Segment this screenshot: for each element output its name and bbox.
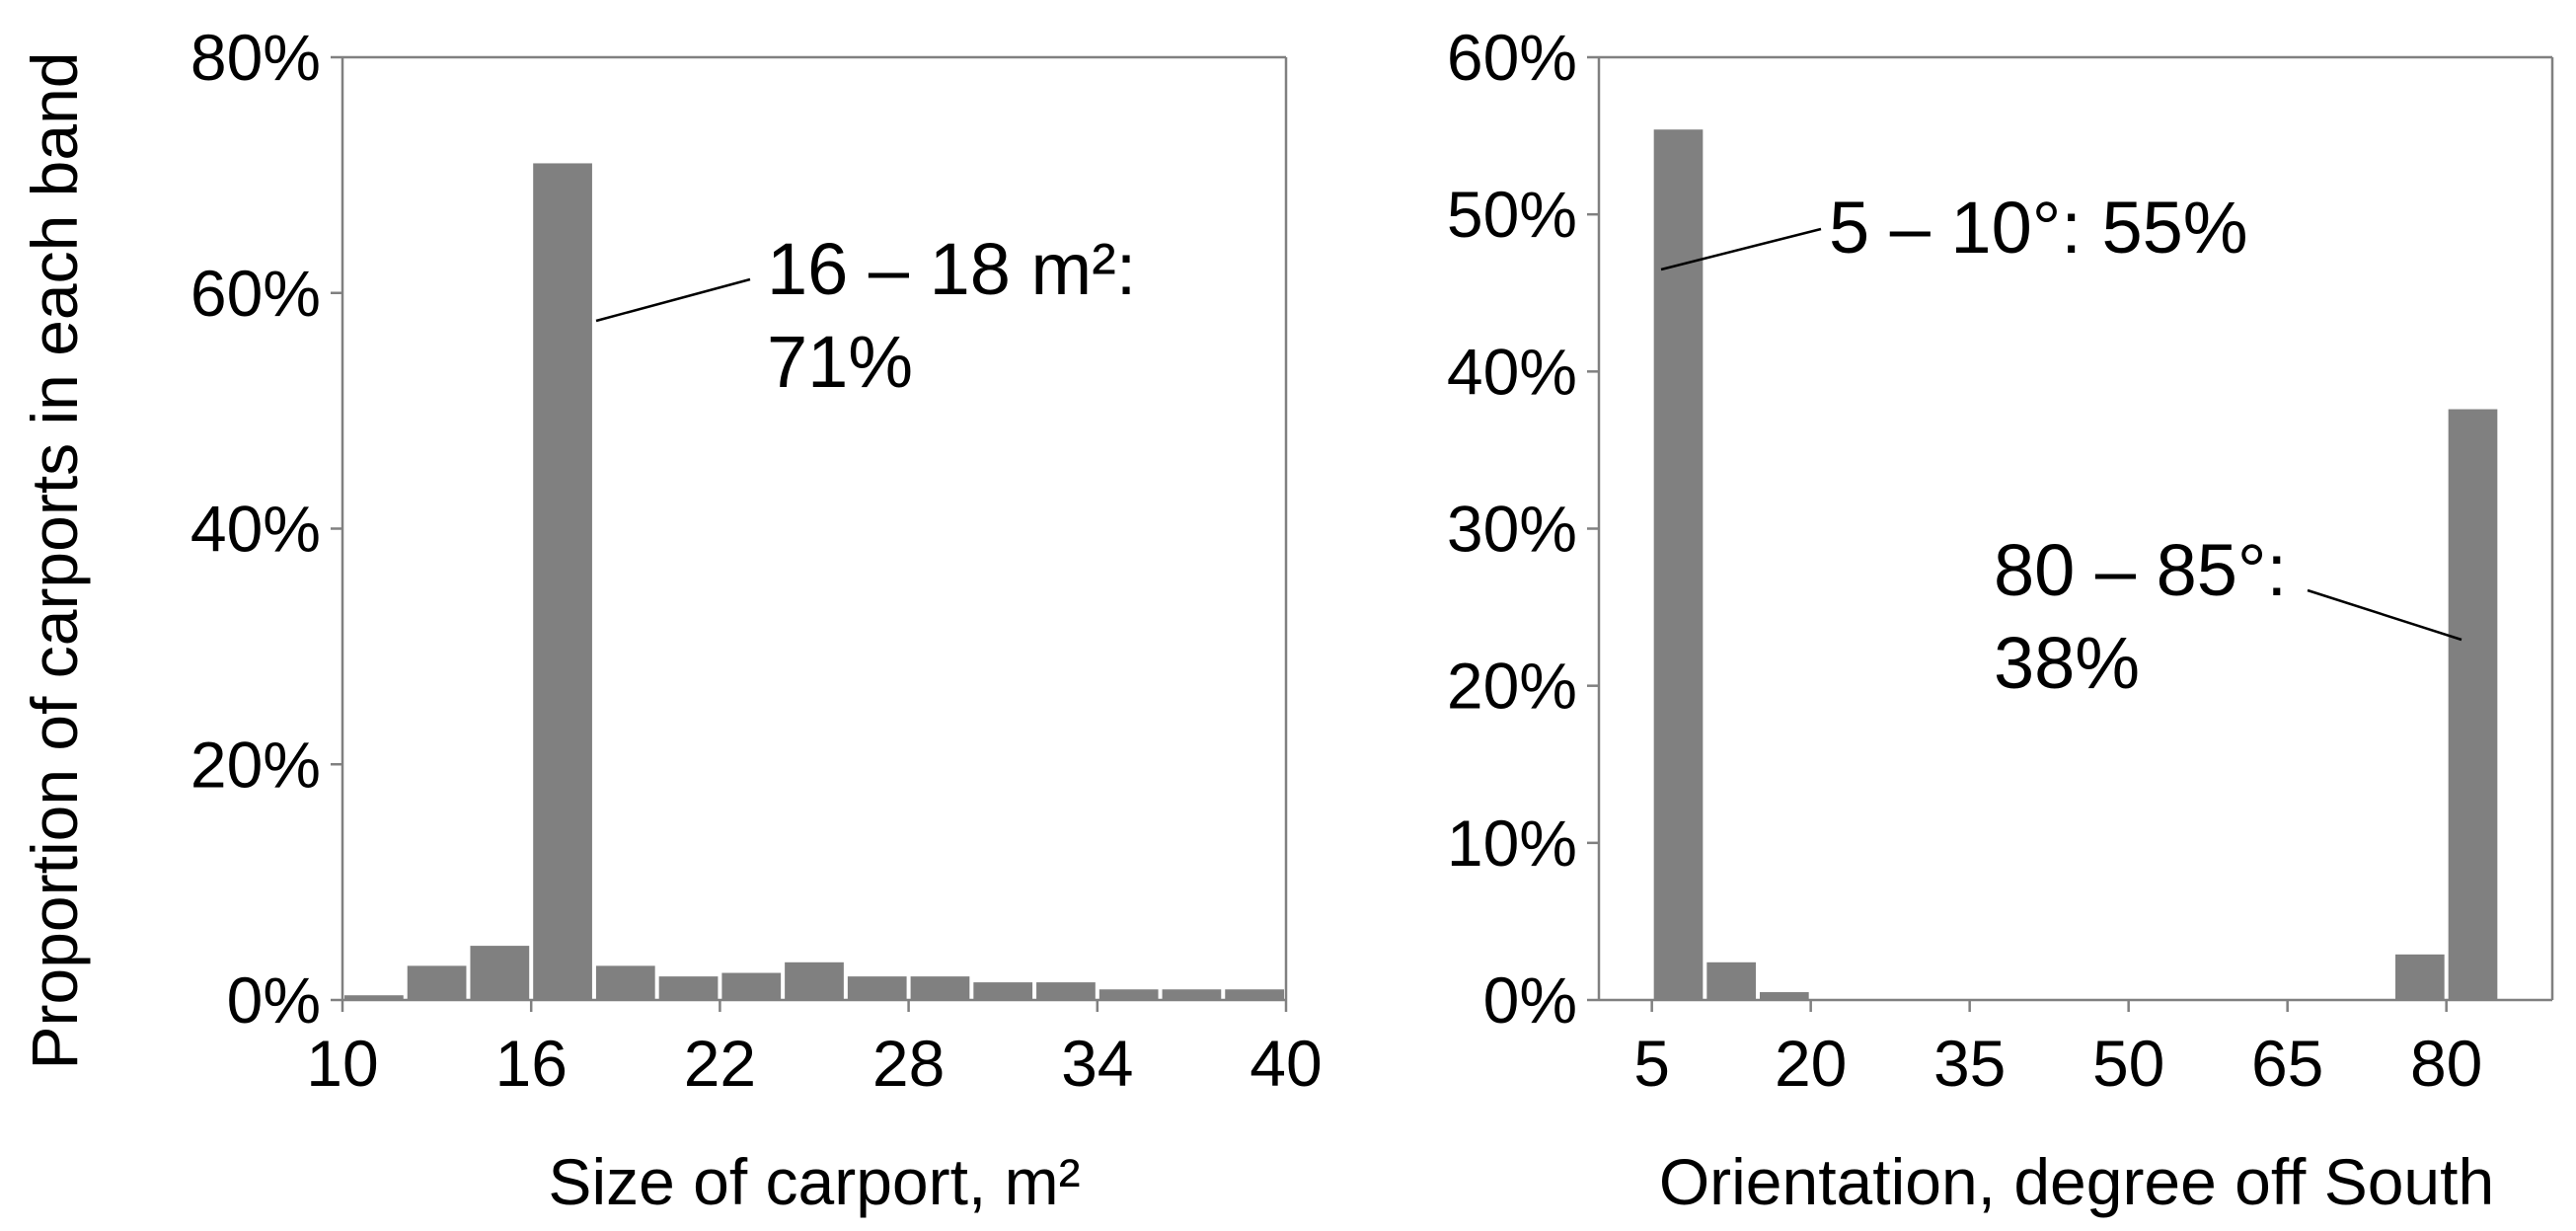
x-tick-label: 50: [2092, 1027, 2164, 1100]
y-tick-label: 40%: [1447, 335, 1577, 408]
y-tick-label: 80%: [190, 21, 321, 94]
x-tick-label: 28: [872, 1027, 945, 1100]
annotation-line-1: 16 – 18 m²:: [767, 228, 1136, 310]
bar: [1162, 989, 1222, 1000]
y-axis-title: Proportion of carports in each band: [18, 52, 91, 1070]
annotation-line-1: 5 – 10°: 55%: [1829, 187, 2248, 269]
bar: [344, 995, 404, 1000]
y-tick-label: 60%: [190, 257, 321, 330]
annotation-leader-line: [595, 277, 751, 323]
plot-area: 0% 10% 20% 30% 40% 50% 60% 5 20 35 50 65 80: [1447, 21, 2554, 1100]
x-tick-label: 5: [1633, 1027, 1670, 1100]
annotation-leader-line: [1660, 227, 1822, 271]
annotation-5-10: 5 – 10°: 55%: [1660, 187, 2248, 271]
bar: [1706, 962, 1756, 1000]
bar: [533, 163, 592, 1000]
y-tick-label: 30%: [1447, 493, 1577, 566]
x-tick-label: 34: [1061, 1027, 1133, 1100]
x-tick-label: 10: [306, 1027, 378, 1100]
x-tick-label: 65: [2251, 1027, 2323, 1100]
x-axis-title: Orientation, degree off South: [1659, 1145, 2494, 1218]
y-tick-label: 0%: [227, 963, 321, 1037]
bar: [721, 972, 782, 1000]
y-tick-label: 20%: [190, 728, 321, 801]
bar: [2395, 954, 2445, 1000]
bar: [785, 962, 844, 1000]
bar: [1225, 989, 1284, 1000]
x-tick-label: 35: [1933, 1027, 2006, 1100]
annotation-line-2: 38%: [1994, 622, 2140, 704]
bar: [658, 976, 719, 1000]
x-axis-title: Size of carport, m²: [548, 1145, 1080, 1218]
annotation-16-18: 16 – 18 m²: 71%: [595, 228, 1136, 403]
annotation-line-2: 71%: [767, 321, 913, 403]
annotation-80-85: 80 – 85°: 38%: [1994, 529, 2462, 704]
y-tick-label: 50%: [1447, 178, 1577, 251]
annotation-line-1: 80 – 85°:: [1994, 529, 2287, 611]
bar: [1099, 989, 1159, 1000]
bar: [1760, 992, 1809, 1000]
bar: [470, 946, 530, 1000]
x-tick-label: 40: [1250, 1027, 1322, 1100]
bar: [973, 982, 1033, 1000]
bar: [910, 976, 970, 1000]
x-tick-label: 16: [494, 1027, 567, 1100]
x-tick-label: 22: [684, 1027, 756, 1100]
y-tick-label: 0%: [1483, 963, 1577, 1037]
y-tick-label: 40%: [190, 493, 321, 566]
y-tick-label: 60%: [1447, 21, 1577, 94]
bar: [1036, 982, 1096, 1000]
bar: [407, 965, 467, 1000]
bar: [595, 965, 655, 1000]
size-histogram: 0% 20% 40% 60% 80% 10 16 22 28 34 40 Proportion of…: [18, 21, 1323, 1218]
annotation-leader-line: [2307, 588, 2462, 642]
orientation-histogram: 0% 10% 20% 30% 40% 50% 60% 5 20 35 50 65 80 Orientat…: [1447, 21, 2554, 1218]
y-tick-label: 10%: [1447, 807, 1577, 880]
plot-area: 0% 20% 40% 60% 80% 10 16 22 28 34 40: [190, 21, 1323, 1100]
bar: [847, 976, 907, 1000]
y-tick-label: 20%: [1447, 650, 1577, 723]
bar: [1653, 129, 1704, 1000]
x-tick-label: 20: [1775, 1027, 1847, 1100]
x-tick-label: 80: [2410, 1027, 2482, 1100]
bar: [2448, 409, 2498, 1000]
